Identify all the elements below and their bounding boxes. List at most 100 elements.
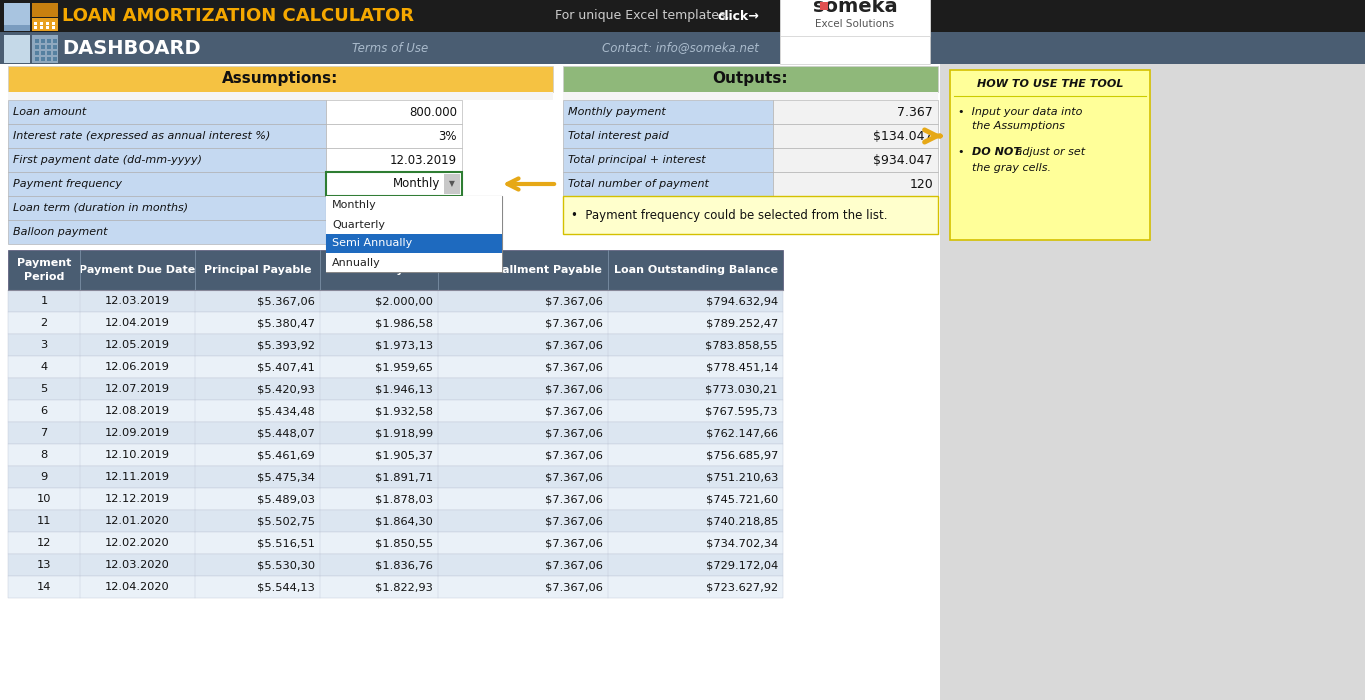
Text: HOW TO USE THE TOOL: HOW TO USE THE TOOL: [977, 79, 1123, 89]
Bar: [8, 92, 553, 100]
Text: 4: 4: [41, 362, 48, 372]
Bar: [31, 3, 57, 17]
Text: 10: 10: [37, 494, 52, 504]
Bar: [930, 32, 1365, 64]
Bar: [8, 532, 784, 554]
Text: $7.367,06: $7.367,06: [545, 318, 603, 328]
Text: $1.905,37: $1.905,37: [375, 450, 433, 460]
Text: $773.030,21: $773.030,21: [706, 384, 778, 394]
Bar: [773, 172, 938, 196]
Text: Payment Due Date: Payment Due Date: [79, 265, 195, 275]
Bar: [8, 466, 784, 488]
Text: DASHBOARD: DASHBOARD: [61, 38, 201, 57]
Text: the gray cells.: the gray cells.: [958, 163, 1051, 173]
Text: $1.850,55: $1.850,55: [375, 538, 433, 548]
Text: $789.252,47: $789.252,47: [706, 318, 778, 328]
Text: $794.632,94: $794.632,94: [706, 296, 778, 306]
Bar: [8, 290, 784, 312]
Text: $7.367,06: $7.367,06: [545, 538, 603, 548]
Text: Annually: Annually: [332, 258, 381, 267]
Bar: [779, 0, 930, 64]
Text: $5.434,48: $5.434,48: [257, 406, 315, 416]
Text: 12.05.2019: 12.05.2019: [105, 340, 171, 350]
Bar: [562, 66, 938, 92]
Text: $5.407,41: $5.407,41: [257, 362, 315, 372]
Text: $134.047: $134.047: [874, 130, 934, 143]
Bar: [8, 400, 784, 422]
Bar: [820, 2, 829, 10]
Text: $756.685,97: $756.685,97: [706, 450, 778, 460]
Text: $778.451,14: $778.451,14: [706, 362, 778, 372]
Text: Assumptions:: Assumptions:: [222, 71, 339, 87]
Bar: [326, 196, 502, 272]
Bar: [8, 100, 326, 124]
Text: $1.932,58: $1.932,58: [375, 406, 433, 416]
Text: $1.986,58: $1.986,58: [375, 318, 433, 328]
Bar: [41, 39, 45, 43]
Bar: [46, 45, 51, 49]
Text: Semi Annually: Semi Annually: [332, 239, 412, 248]
Text: 8: 8: [41, 450, 48, 460]
Text: 14: 14: [37, 582, 52, 592]
Bar: [46, 57, 51, 61]
Bar: [8, 554, 784, 576]
Bar: [8, 250, 784, 290]
Text: 6: 6: [41, 406, 48, 416]
Text: 12.06.2019: 12.06.2019: [105, 362, 169, 372]
Text: First payment date (dd-mm-yyyy): First payment date (dd-mm-yyyy): [14, 155, 202, 165]
Bar: [35, 45, 40, 49]
Text: $7.367,06: $7.367,06: [545, 296, 603, 306]
Bar: [779, 0, 1365, 64]
Text: $767.595,73: $767.595,73: [706, 406, 778, 416]
Bar: [773, 148, 938, 172]
Bar: [8, 444, 784, 466]
Bar: [35, 39, 40, 43]
Text: click: click: [718, 10, 749, 22]
Bar: [773, 100, 938, 124]
Bar: [46, 22, 49, 25]
Text: Loan term (duration in months): Loan term (duration in months): [14, 203, 188, 213]
Text: 12.03.2020: 12.03.2020: [105, 560, 169, 570]
Bar: [46, 51, 51, 55]
Text: $1.864,30: $1.864,30: [375, 516, 433, 526]
Text: 12.10.2019: 12.10.2019: [105, 450, 171, 460]
Bar: [326, 220, 461, 244]
Bar: [326, 100, 461, 124]
Text: Quarterly: Quarterly: [332, 220, 385, 230]
Bar: [52, 26, 55, 29]
Bar: [53, 57, 57, 61]
Text: 12.09.2019: 12.09.2019: [105, 428, 171, 438]
Text: For unique Excel templates,: For unique Excel templates,: [556, 10, 733, 22]
Text: $5.544,13: $5.544,13: [257, 582, 315, 592]
Bar: [8, 196, 326, 220]
Bar: [35, 57, 40, 61]
Text: 11: 11: [37, 516, 52, 526]
Text: 12.03.2019: 12.03.2019: [390, 153, 457, 167]
Bar: [326, 253, 502, 272]
Text: Total interest paid: Total interest paid: [568, 131, 669, 141]
Bar: [41, 57, 45, 61]
Text: $751.210,63: $751.210,63: [706, 472, 778, 482]
Text: 9: 9: [41, 472, 48, 482]
Text: 7: 7: [41, 428, 48, 438]
Bar: [562, 92, 938, 100]
Text: 12.03.2019: 12.03.2019: [105, 296, 171, 306]
Bar: [326, 234, 502, 253]
Text: $1.878,03: $1.878,03: [375, 494, 433, 504]
Text: $5.516,51: $5.516,51: [257, 538, 315, 548]
Text: $2.000,00: $2.000,00: [375, 296, 433, 306]
Bar: [562, 172, 773, 196]
Text: $740.218,85: $740.218,85: [706, 516, 778, 526]
Bar: [950, 70, 1149, 240]
Text: $783.858,55: $783.858,55: [706, 340, 778, 350]
Bar: [0, 64, 940, 700]
Text: Total principal + interest: Total principal + interest: [568, 155, 706, 165]
Text: $7.367,06: $7.367,06: [545, 362, 603, 372]
Text: $729.172,04: $729.172,04: [706, 560, 778, 570]
Bar: [326, 215, 502, 234]
Bar: [8, 576, 784, 598]
Text: 12: 12: [37, 538, 52, 548]
Bar: [31, 35, 57, 63]
Text: 800.000: 800.000: [410, 106, 457, 118]
Text: $5.530,30: $5.530,30: [257, 560, 315, 570]
